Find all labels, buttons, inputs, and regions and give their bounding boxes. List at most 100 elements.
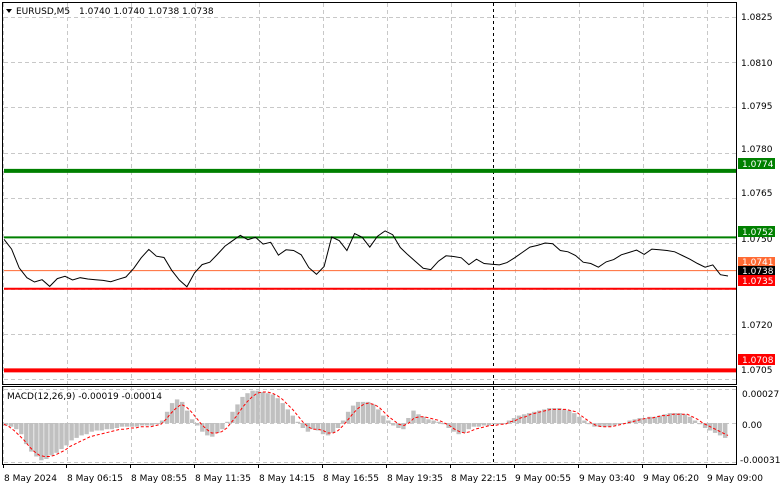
price-tick: 1.0765: [741, 189, 773, 199]
macd-bar: [109, 423, 114, 430]
macd-tick: -0.00031: [740, 456, 780, 466]
macd-bar: [672, 413, 678, 423]
macd-bar: [24, 423, 29, 445]
macd-bar: [506, 420, 512, 423]
macd-bar: [74, 423, 79, 438]
macd-bar: [270, 394, 275, 424]
ohlc-label: 1.0740 1.0740 1.0738 1.0738: [79, 7, 214, 17]
macd-bar: [536, 410, 542, 423]
macd-bar: [200, 423, 205, 432]
macd-bar: [305, 423, 311, 432]
macd-bar: [14, 423, 19, 430]
macd-bar: [361, 401, 366, 423]
macd-bar: [19, 423, 24, 435]
macd-bar: [712, 423, 718, 433]
time-tick-label: 9 May 03:40: [579, 474, 635, 484]
macd-bar: [39, 423, 44, 461]
price-tick: 1.0795: [741, 102, 773, 112]
macd-bar: [89, 423, 94, 432]
macd-bar: [652, 416, 657, 423]
macd-bar: [416, 414, 421, 423]
macd-bar: [702, 423, 708, 428]
macd-bar: [426, 419, 431, 423]
level-box-bid-upper: [738, 257, 775, 267]
macd-bar: [396, 423, 401, 428]
macd-bar: [320, 423, 326, 435]
macd-bar: [697, 423, 703, 425]
time-tick-label: 9 May 09:00: [707, 474, 763, 484]
macd-bar: [240, 396, 245, 423]
macd-bar: [255, 390, 260, 423]
time-tick-label: 8 May 19:35: [387, 474, 443, 484]
macd-bar: [667, 413, 673, 423]
macd-frame: [2, 386, 737, 465]
macd-bar: [687, 416, 693, 423]
macd-bar: [185, 410, 190, 423]
macd-bar: [547, 408, 552, 423]
macd-label: MACD(12,26,9) -0.00019 -0.00014: [7, 392, 162, 402]
macd-bar: [637, 418, 642, 423]
macd-bar: [99, 423, 104, 431]
macd-bar: [607, 423, 612, 427]
macd-bar: [44, 423, 49, 459]
time-tick-label: 8 May 06:15: [67, 474, 123, 484]
macd-bar: [376, 409, 381, 424]
macd-bar: [456, 423, 461, 435]
macd-bar: [501, 423, 507, 424]
level-label-green-lower: 1.0752: [742, 228, 774, 238]
price-tick: 1.0720: [741, 321, 773, 331]
macd-bar: [662, 414, 667, 423]
macd-bar: [195, 423, 200, 426]
macd-bar: [597, 423, 602, 427]
macd-bar: [587, 423, 592, 425]
symbol-label: EURUSD,M5: [16, 7, 70, 17]
price-tick: 1.0810: [741, 59, 773, 69]
macd-bar: [84, 423, 89, 435]
macd-bar: [371, 404, 376, 423]
macd-bar: [144, 423, 150, 426]
macd-bar: [104, 423, 109, 430]
macd-bar: [94, 423, 99, 431]
level-box-green-lower: [738, 226, 775, 237]
macd-bar: [119, 423, 124, 427]
macd-bar: [180, 401, 185, 423]
macd-bar: [350, 405, 356, 423]
macd-bar: [114, 423, 119, 428]
macd-bar: [54, 423, 59, 453]
macd-bar: [451, 423, 456, 432]
current-price-label: 1.0738: [742, 267, 774, 277]
macd-bar: [245, 393, 250, 423]
macd-bar: [225, 421, 230, 423]
time-tick-label: 8 May 11:35: [195, 474, 251, 484]
macd-bar: [642, 418, 647, 423]
macd-bar: [602, 423, 607, 427]
macd-bar: [542, 409, 547, 424]
price-tick: 1.0750: [741, 235, 773, 245]
macd-bar: [582, 420, 587, 423]
price-tick: 1.0705: [741, 366, 773, 376]
macd-bar: [280, 403, 285, 423]
macd-bar: [210, 423, 215, 437]
macd-bar: [612, 423, 617, 426]
macd-bar: [174, 399, 180, 423]
macd-bar: [682, 414, 688, 423]
macd-bar: [260, 392, 265, 423]
current-price-box: [738, 266, 775, 276]
macd-bar: [295, 421, 300, 423]
time-tick-label: 9 May 00:55: [515, 474, 571, 484]
macd-bar: [627, 420, 632, 423]
menu-triangle-icon[interactable]: [6, 9, 12, 13]
level-box-red-upper: [738, 275, 775, 286]
macd-bar: [617, 423, 622, 425]
time-tick-label: 8 May 22:15: [451, 474, 507, 484]
time-axis: 8 May 2024 8 May 06:15 8 May 08:55 8 May 11…: [3, 464, 763, 484]
macd-bar: [557, 408, 562, 423]
level-label-bid-upper: 1.0741: [742, 258, 774, 268]
macd-bar: [64, 423, 69, 446]
macd-bar: [9, 423, 14, 427]
macd-bar: [491, 423, 497, 425]
macd-bar: [190, 419, 195, 423]
macd-bar: [511, 418, 517, 423]
macd-bar: [436, 421, 441, 423]
